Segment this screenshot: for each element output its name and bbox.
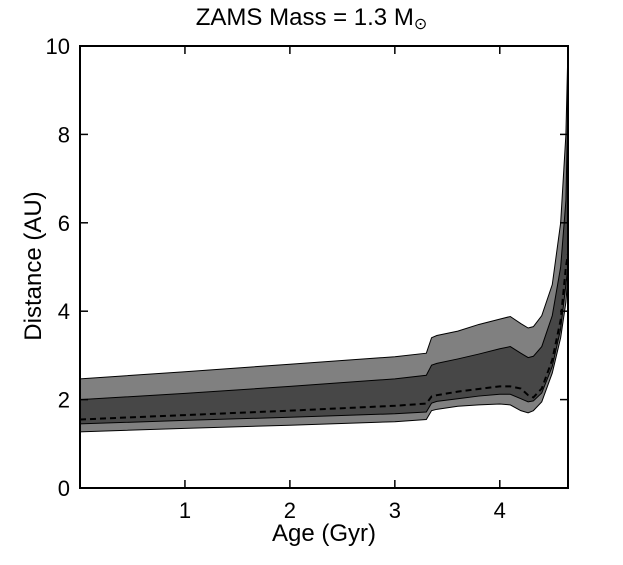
ticks-layer: 1 2 3 4 0 2 4 6 8 10: [46, 34, 568, 523]
y-tick-label: 6: [58, 211, 70, 236]
x-tick-label: 1: [179, 498, 191, 523]
median-dashed-line: [79, 253, 569, 421]
sun-symbol: ⊙: [413, 16, 428, 33]
y-tick-label: 8: [58, 122, 70, 147]
x-axis-label: Age (Gyr): [271, 520, 376, 547]
y-tick-label: 10: [46, 34, 70, 59]
chart-title: ZAMS Mass = 1.3 M⊙: [0, 4, 623, 34]
x-tick-label: 4: [494, 498, 506, 523]
y-tick-label: 2: [58, 388, 70, 413]
plot-frame: [79, 45, 569, 489]
x-tick-label: 2: [284, 498, 296, 523]
x-tick-label: 3: [389, 498, 401, 523]
y-tick-label: 0: [58, 476, 70, 501]
bands-layer: [79, 45, 569, 433]
chart-title-main: ZAMS Mass = 1.3 M: [195, 4, 414, 31]
y-axis-label: Distance (AU): [20, 191, 47, 341]
y-tick-label: 4: [58, 299, 70, 324]
